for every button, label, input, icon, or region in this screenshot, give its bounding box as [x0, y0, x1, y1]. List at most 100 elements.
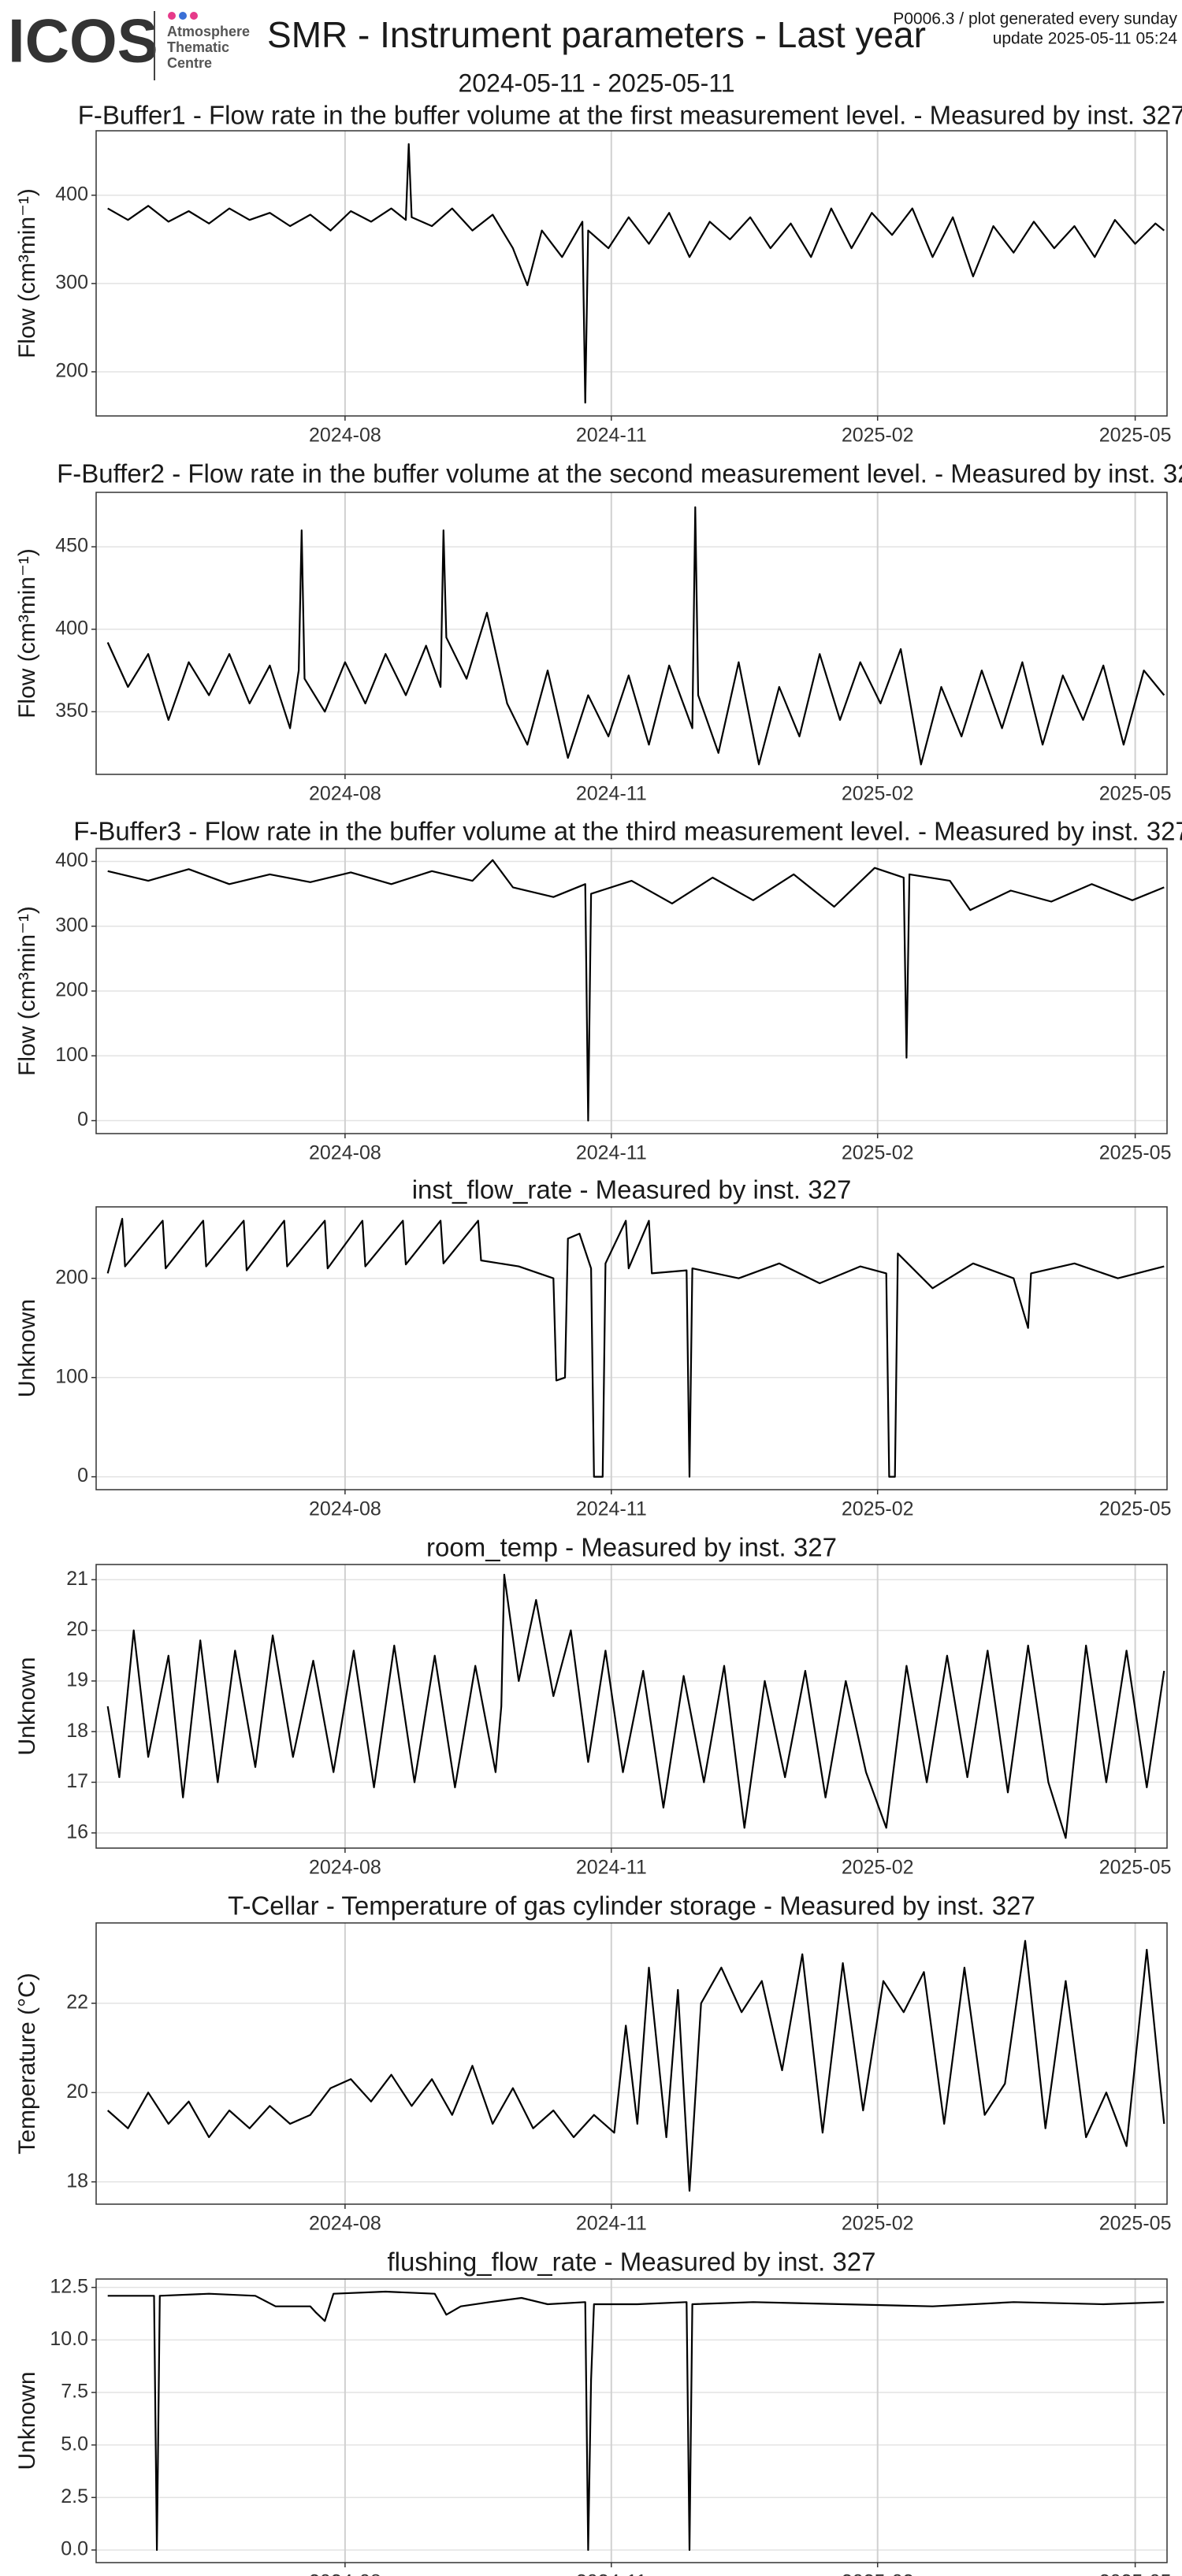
x-tick-label: 2025-02: [842, 1498, 914, 1520]
panel-title: F-Buffer2 - Flow rate in the buffer volu…: [57, 459, 1182, 488]
x-tick-label: 2025-02: [842, 1142, 914, 1164]
y-tick-label: 0.0: [61, 2538, 88, 2560]
data-line: [107, 859, 1165, 1122]
y-tick-label: 100: [55, 1044, 88, 1066]
y-tick-label: 350: [55, 700, 88, 722]
y-tick-label: 2.5: [61, 2485, 88, 2507]
x-tick-label: 2024-08: [309, 1142, 381, 1164]
plot-border: [95, 2278, 1168, 2563]
page-title: SMR - Instrument parameters - Last year: [267, 14, 926, 55]
logo-dot: [168, 12, 176, 20]
y-tick-label: 18: [66, 1720, 88, 1742]
panel-title: T-Cellar - Temperature of gas cylinder s…: [228, 1891, 1035, 1921]
plot-area: [96, 1565, 1167, 1848]
x-tick-label: 2025-05: [1099, 1857, 1172, 1879]
data-line: [106, 1218, 1165, 1478]
data-line: [106, 1939, 1165, 2192]
plot-area: [96, 2279, 1167, 2563]
plot-area: [96, 1923, 1167, 2204]
logo-sub: Centre: [167, 55, 212, 71]
y-axis-label: Flow (cm³min⁻¹): [14, 188, 40, 358]
y-tick-label: 200: [55, 360, 88, 382]
y-tick-label: 400: [55, 183, 88, 205]
y-tick-label: 5.0: [61, 2433, 88, 2455]
y-tick-label: 100: [55, 1365, 88, 1387]
y-tick-label: 200: [55, 1266, 88, 1288]
y-axis-label: Unknown: [14, 1657, 40, 1755]
y-tick-label: 22: [66, 1991, 88, 2014]
panel-title: flushing_flow_rate - Measured by inst. 3…: [387, 2248, 875, 2277]
y-tick-label: 16: [66, 1821, 88, 1843]
panel-title: F-Buffer1 - Flow rate in the buffer volu…: [78, 101, 1182, 130]
y-tick-label: 200: [55, 979, 88, 1001]
x-tick-label: 2025-05: [1099, 425, 1172, 447]
y-tick-label: 300: [55, 914, 88, 936]
x-tick-label: 2025-02: [842, 2213, 914, 2235]
x-tick-label: 2025-02: [842, 2571, 914, 2576]
y-tick-label: 17: [66, 1770, 88, 1792]
logo-dot: [190, 12, 198, 20]
x-tick-label: 2025-02: [842, 425, 914, 447]
y-axis-label: Unknown: [14, 1299, 40, 1397]
data-line: [107, 2290, 1165, 2552]
y-tick-label: 450: [55, 535, 88, 557]
plot-border: [95, 1564, 1168, 1849]
x-tick-label: 2025-05: [1099, 2571, 1172, 2576]
x-tick-label: 2024-08: [309, 425, 381, 447]
update-note: update 2025-05-11 05:24: [993, 30, 1178, 48]
code-note: P0006.3 / plot generated every sunday: [893, 10, 1177, 28]
y-axis-label: Temperature (°C): [14, 1973, 40, 2154]
logo: ICOS: [8, 6, 158, 76]
y-tick-label: 400: [55, 849, 88, 871]
x-tick-label: 2024-08: [309, 2571, 381, 2576]
y-tick-label: 12.5: [50, 2275, 88, 2297]
panel-title: F-Buffer3 - Flow rate in the buffer volu…: [73, 817, 1182, 846]
y-tick-label: 10.0: [50, 2328, 88, 2350]
y-tick-label: 21: [66, 1568, 88, 1590]
y-tick-label: 7.5: [61, 2381, 88, 2403]
y-tick-label: 0: [77, 1464, 88, 1487]
x-tick-label: 2024-11: [576, 783, 647, 805]
x-tick-label: 2024-08: [309, 2213, 381, 2235]
y-axis-label: Flow (cm³min⁻¹): [14, 548, 40, 718]
page-subtitle: 2024-05-11 - 2025-05-11: [458, 69, 734, 97]
x-tick-label: 2024-08: [309, 783, 381, 805]
data-line: [106, 1573, 1165, 1839]
panel-title: room_temp - Measured by inst. 327: [426, 1533, 837, 1562]
plot-border: [95, 848, 1168, 1134]
y-tick-label: 400: [55, 617, 88, 639]
plot-area: [96, 492, 1167, 774]
x-tick-label: 2025-05: [1099, 1498, 1172, 1520]
plot-border: [95, 1206, 1168, 1490]
plot-area: [96, 1207, 1167, 1490]
x-tick-label: 2024-11: [576, 2571, 647, 2576]
x-tick-label: 2024-08: [309, 1857, 381, 1879]
y-tick-label: 19: [66, 1668, 88, 1691]
x-tick-label: 2025-02: [842, 783, 914, 805]
x-tick-label: 2025-05: [1099, 1142, 1172, 1164]
x-tick-label: 2024-11: [576, 2213, 647, 2235]
x-tick-label: 2024-08: [309, 1498, 381, 1520]
data-line: [107, 143, 1165, 404]
y-tick-label: 20: [66, 2080, 88, 2103]
x-tick-label: 2025-05: [1099, 2213, 1172, 2235]
x-tick-label: 2024-11: [576, 1142, 647, 1164]
logo-sub: Thematic: [167, 39, 229, 55]
x-tick-label: 2025-05: [1099, 783, 1172, 805]
plot-area: [96, 131, 1167, 416]
plot-border: [95, 492, 1168, 775]
x-tick-label: 2024-11: [576, 1857, 647, 1879]
y-tick-label: 300: [55, 271, 88, 293]
y-tick-label: 20: [66, 1618, 88, 1640]
y-tick-label: 18: [66, 2170, 88, 2192]
x-tick-label: 2024-11: [576, 1498, 647, 1520]
y-tick-label: 0: [77, 1108, 88, 1130]
logo-sub: Atmosphere: [167, 24, 250, 39]
y-axis-label: Flow (cm³min⁻¹): [14, 906, 40, 1076]
plot-border: [95, 1922, 1168, 2205]
y-axis-label: Unknown: [14, 2371, 40, 2470]
data-line: [106, 506, 1165, 766]
logo-dot: [179, 12, 187, 20]
panel-title: inst_flow_rate - Measured by inst. 327: [412, 1175, 852, 1204]
plot-border: [95, 130, 1168, 417]
